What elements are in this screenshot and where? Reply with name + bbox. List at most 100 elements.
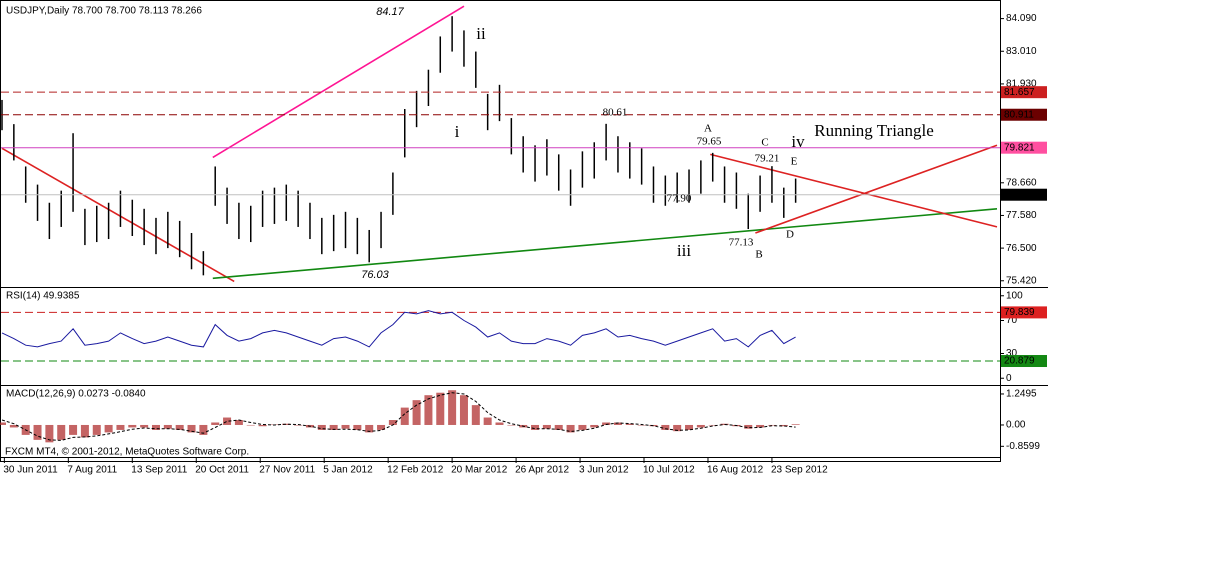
level-label-box [1001, 86, 1047, 99]
macd-bar [661, 424, 670, 430]
macd-bar [388, 420, 397, 425]
macd-bar [566, 424, 575, 433]
annotation: B [755, 249, 762, 261]
y-tick-label: 83.010 [1006, 46, 1037, 57]
x-tick-label: 12 Feb 2012 [387, 465, 444, 476]
macd-bar [57, 424, 66, 440]
y-tick-label: 30 [1006, 348, 1018, 359]
x-tick-label: 10 Jul 2012 [643, 465, 695, 476]
y-tick-label: 100 [1006, 290, 1023, 301]
level-label-box [1001, 306, 1047, 319]
annotation: 79.65 [697, 136, 722, 148]
y-tick-label: -0.8599 [1006, 441, 1040, 452]
macd-bar [542, 424, 551, 429]
footer: FXCM MT4, © 2001-2012, MetaQuotes Softwa… [5, 447, 249, 458]
level-label: 81.657 [1004, 87, 1035, 98]
y-tick-label: 78.660 [1006, 177, 1037, 188]
x-tick-label: 5 Jan 2012 [323, 465, 373, 476]
macd-bar [258, 424, 267, 427]
level-label-box [1001, 188, 1047, 201]
y-tick-label: 1.2495 [1006, 389, 1037, 400]
x-tick-label: 20 Oct 2011 [195, 465, 249, 476]
macd-bar [294, 424, 303, 426]
macd-bar [199, 424, 208, 435]
annotation: A [704, 123, 712, 135]
macd-bar [211, 422, 220, 425]
chart-frame [0, 0, 1001, 462]
macd-bar [341, 424, 350, 429]
level-label: 79.821 [1004, 142, 1035, 153]
macd-bar [9, 424, 18, 428]
macd-bar [685, 424, 694, 430]
level-label-box [1001, 108, 1047, 121]
panel-title: USDJPY,Daily 78.700 78.700 78.113 78.266 [6, 6, 202, 17]
annotation: iii [677, 241, 691, 260]
macd-bar [507, 424, 516, 426]
macd-bar [33, 424, 42, 440]
annotation: 80.61 [603, 107, 628, 119]
macd-bar [223, 417, 232, 425]
annotation: Running Triangle [814, 121, 934, 140]
level-label-box [1001, 355, 1047, 368]
level-label: 80.911 [1004, 109, 1034, 120]
x-tick-label: 3 Jun 2012 [579, 465, 629, 476]
annotation: 76.03 [361, 269, 389, 281]
y-tick-label: 70 [1006, 315, 1018, 326]
x-tick-label: 16 Aug 2012 [707, 465, 764, 476]
rsi-line [1, 310, 796, 348]
panel-title: MACD(12,26,9) 0.0273 -0.0840 [6, 389, 146, 400]
macd-bar [708, 424, 717, 426]
y-tick-label: 77.580 [1006, 210, 1037, 221]
annotation: i [455, 122, 460, 141]
y-tick-label: 75.420 [1006, 275, 1037, 286]
annotation: ii [476, 24, 486, 43]
macd-bar [353, 424, 362, 430]
annotation: 77.90 [667, 193, 692, 205]
annotation: D [786, 229, 794, 241]
macd-bar [329, 424, 338, 430]
macd-bar [412, 400, 421, 425]
macd-bar [756, 424, 765, 428]
macd-bar [175, 424, 184, 430]
macd-bar [92, 424, 101, 435]
x-tick-label: 13 Sep 2011 [131, 465, 187, 476]
trend-line [710, 153, 998, 228]
macd-bar [578, 424, 587, 430]
macd-bar [744, 424, 753, 429]
y-tick-label: 84.090 [1006, 13, 1037, 24]
macd-bar [791, 424, 800, 425]
trend-line [212, 208, 998, 280]
macd-bar [436, 392, 445, 425]
macd-bar [696, 424, 705, 428]
level-label-box [1001, 141, 1047, 154]
macd-bar [779, 424, 788, 427]
macd-bar [140, 424, 149, 428]
y-tick-label: 0 [1006, 373, 1012, 384]
y-tick-label: 81.930 [1006, 79, 1037, 90]
level-label: 78.266 [1004, 189, 1035, 200]
macd-bar [471, 405, 480, 425]
macd-bar [365, 424, 374, 433]
macd-bar [448, 390, 457, 425]
x-tick-label: 7 Aug 2011 [67, 465, 117, 476]
macd-bar [625, 423, 634, 425]
trend-line [755, 144, 998, 234]
panel-title: RSI(14) 49.9385 [6, 291, 80, 302]
y-tick-label: 76.500 [1006, 243, 1037, 254]
macd-bar [424, 395, 433, 425]
macd-bar [187, 424, 196, 433]
macd-bar [531, 424, 540, 430]
macd-bar [80, 424, 89, 438]
macd-bar [613, 422, 622, 425]
macd-bar [116, 424, 125, 430]
annotation: 79.21 [755, 153, 780, 165]
macd-bar [69, 424, 78, 435]
macd-bar [282, 423, 291, 425]
x-tick-label: 20 Mar 2012 [451, 465, 508, 476]
macd-bar [0, 422, 6, 425]
annotation: E [791, 156, 798, 168]
macd-bar [163, 424, 172, 429]
macd-bar [104, 424, 113, 433]
